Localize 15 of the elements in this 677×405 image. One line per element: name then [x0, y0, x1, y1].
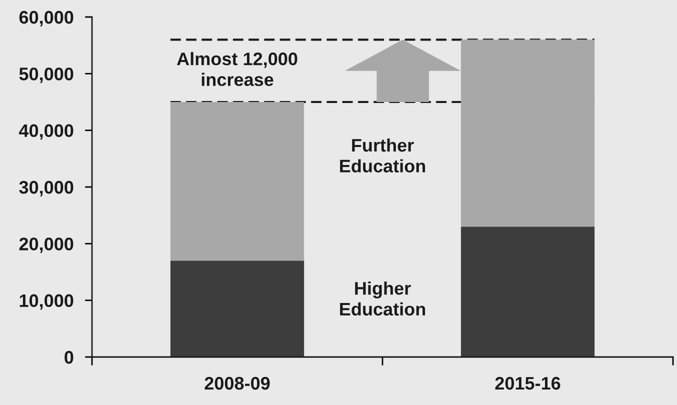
- y-tick-label: 50,000: [19, 68, 74, 84]
- y-tick-label: 0: [64, 350, 74, 364]
- bar: [460, 226, 595, 357]
- series-label: Further Education: [340, 138, 426, 172]
- annotation: Almost 12,000 increase: [176, 52, 298, 86]
- y-tick-label: 20,000: [19, 238, 74, 254]
- series-label: Higher Education: [340, 282, 426, 316]
- bar: [170, 260, 304, 357]
- x-tick-label: 2015-16: [495, 376, 560, 390]
- bar: [170, 102, 304, 261]
- y-tick-label: 10,000: [20, 294, 74, 310]
- x-tick-label: 2008-09: [204, 376, 270, 390]
- y-tick-label: 60,000: [19, 10, 74, 26]
- y-tick-label: 30,000: [19, 180, 74, 196]
- y-tick-label: 40,000: [19, 124, 74, 140]
